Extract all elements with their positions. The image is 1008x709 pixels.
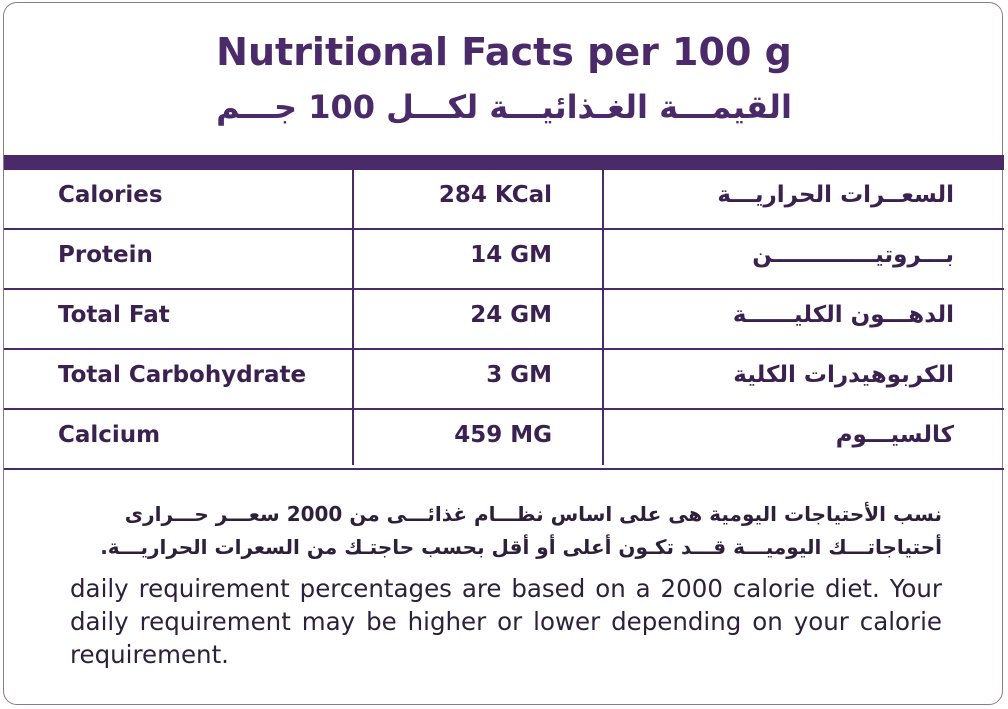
- nutrient-value: 3 GM: [486, 362, 552, 388]
- column-divider: [602, 170, 604, 465]
- table-row: Protein 14 GM بـــروتيـــــــــــــن: [4, 230, 1004, 290]
- title-arabic: القيمـــة الغـذائيـــة لكـــل 100 جـــم: [216, 88, 792, 126]
- nutrient-name-arabic: السعــرات الحراريـــة: [717, 182, 954, 208]
- nutrition-table: Calories 284 KCal السعــرات الحراريـــة Pro…: [4, 170, 1004, 470]
- nutrient-name: Total Fat: [58, 302, 170, 328]
- nutrient-name-arabic: بـــروتيـــــــــــــن: [752, 242, 954, 268]
- nutrient-name-arabic: الدهـــون الكليــــــة: [732, 302, 954, 328]
- table-row: Calcium 459 MG كالسيـــوم: [4, 410, 1004, 470]
- nutrient-value: 284 KCal: [438, 182, 552, 208]
- note-line: أحتياجاتـــك اليوميـــة قـــد تكـون أعلى…: [100, 535, 942, 559]
- nutrient-value: 24 GM: [470, 302, 552, 328]
- note-english: daily requirement percentages are based …: [70, 574, 942, 669]
- nutrient-value: 459 MG: [454, 422, 552, 448]
- nutrient-value: 14 GM: [470, 242, 552, 268]
- nutrient-name: Calories: [58, 182, 163, 208]
- nutrient-name: Calcium: [58, 422, 161, 448]
- nutrient-name: Protein: [58, 242, 153, 268]
- column-divider: [352, 170, 354, 465]
- table-row: Total Fat 24 GM الدهـــون الكليــــــة: [4, 290, 1004, 350]
- table-row: Total Carbohydrate 3 GM الكربوهيدرات الكلي…: [4, 350, 1004, 410]
- table-row: Calories 284 KCal السعــرات الحراريـــة: [4, 170, 1004, 230]
- title: Nutritional Facts per 100 g: [216, 30, 792, 74]
- note-arabic: نسب الأحتياجات اليومية هى على اساس نظـــ…: [100, 498, 942, 564]
- header-bar: [4, 155, 1004, 170]
- frame: [3, 2, 1003, 705]
- nutrient-name-arabic: كالسيـــوم: [835, 422, 954, 448]
- nutrient-name: Total Carbohydrate: [58, 362, 307, 388]
- note-line: نسب الأحتياجات اليومية هى على اساس نظـــ…: [124, 502, 942, 526]
- nutrient-name-arabic: الكربوهيدرات الكلية: [733, 362, 954, 388]
